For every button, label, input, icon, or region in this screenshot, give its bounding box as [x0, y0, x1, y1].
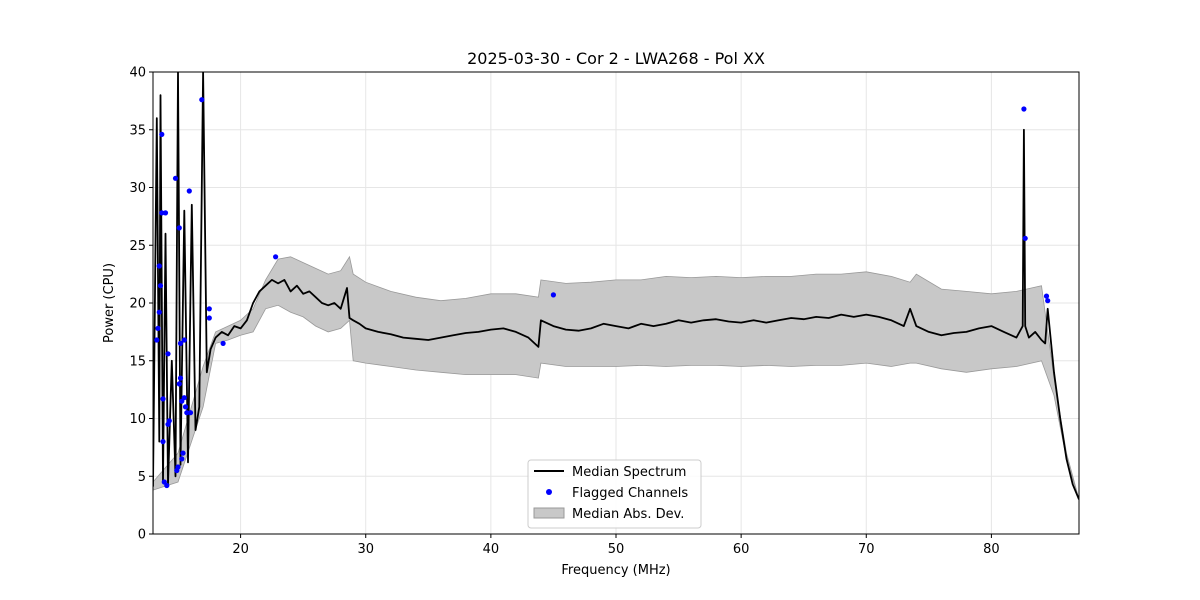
- flagged-point: [157, 283, 164, 289]
- flagged-point: [164, 482, 170, 489]
- legend-band-swatch: [533, 507, 565, 519]
- legend-label-median-abs-dev: Median Abs. Dev.: [572, 507, 684, 522]
- flagged-point: [206, 315, 212, 321]
- flagged-point: [177, 340, 184, 346]
- flagged-point: [156, 263, 162, 269]
- y-tick-label: 30: [129, 181, 146, 196]
- x-tick-label: 60: [733, 542, 750, 557]
- flagged-point: [159, 131, 165, 137]
- flagged-point: [160, 396, 166, 402]
- mad-band-area: [152, 255, 1080, 500]
- flagged-point: [172, 175, 179, 181]
- median-spectrum: [153, 72, 1079, 500]
- legend-box: [527, 459, 702, 529]
- flagged-point: [179, 456, 185, 462]
- flagged-point: [273, 254, 279, 260]
- flagged-point: [181, 337, 187, 343]
- flagged-point: [1021, 106, 1027, 112]
- y-tick-label: 5: [138, 470, 146, 485]
- flagged-point: [550, 292, 557, 298]
- flagged-point: [175, 464, 181, 470]
- x-tick-label: 70: [858, 542, 875, 557]
- flagged-point: [166, 418, 172, 424]
- flagged-point: [186, 188, 192, 194]
- legend-label-flagged-channels: Flagged Channels: [572, 486, 688, 501]
- flagged-point: [220, 340, 226, 346]
- flagged-point: [184, 410, 190, 416]
- flagged-point: [177, 375, 184, 381]
- flagged-point: [156, 309, 162, 315]
- flagged-point: [165, 351, 171, 357]
- flagged-point: [1045, 298, 1051, 304]
- flagged-point: [176, 381, 182, 387]
- flagged-point: [1043, 293, 1050, 299]
- mad-band: [152, 255, 1080, 500]
- y-tick-label: 0: [138, 528, 146, 543]
- flagged-point: [162, 210, 169, 216]
- y-axis-ticks: 0 5 10 15 20 25 30 35 40: [129, 66, 153, 543]
- flagged-point: [180, 450, 186, 456]
- flagged-point: [187, 410, 194, 416]
- x-tick-label: 20: [232, 542, 249, 557]
- y-axis-label: Power (CPU): [102, 263, 117, 343]
- y-tick-label: 15: [129, 354, 146, 369]
- x-tick-label: 40: [483, 542, 500, 557]
- chart-title: 2025-03-30 - Cor 2 - LWA268 - Pol XX: [467, 49, 765, 68]
- flagged-point: [155, 325, 161, 331]
- flagged-point: [199, 97, 205, 103]
- y-tick-label: 35: [129, 123, 146, 138]
- legend-label-median-spectrum: Median Spectrum: [572, 465, 686, 480]
- flagged-channels: [154, 97, 1051, 489]
- legend: Median Spectrum Flagged Channels Median …: [527, 459, 702, 529]
- x-axis-label: Frequency (MHz): [561, 563, 670, 578]
- flagged-point: [159, 210, 165, 216]
- flagged-point: [182, 404, 189, 410]
- y-tick-label: 25: [129, 239, 146, 254]
- flagged-point: [160, 439, 166, 445]
- flagged-point: [154, 337, 160, 343]
- flagged-point: [176, 225, 182, 231]
- flagged-point: [1022, 235, 1028, 241]
- x-tick-label: 30: [357, 542, 374, 557]
- x-tick-label: 50: [608, 542, 625, 557]
- median-spectrum-line: [153, 72, 1079, 500]
- x-tick-label: 80: [983, 542, 1000, 557]
- y-tick-label: 20: [129, 297, 146, 312]
- flagged-point: [206, 306, 212, 312]
- y-tick-label: 40: [129, 66, 146, 81]
- x-axis-ticks: 20 30 40 50 60 70 80: [232, 534, 1000, 557]
- y-tick-label: 10: [129, 412, 146, 427]
- flagged-point: [181, 395, 187, 401]
- legend-point-swatch: [546, 489, 552, 495]
